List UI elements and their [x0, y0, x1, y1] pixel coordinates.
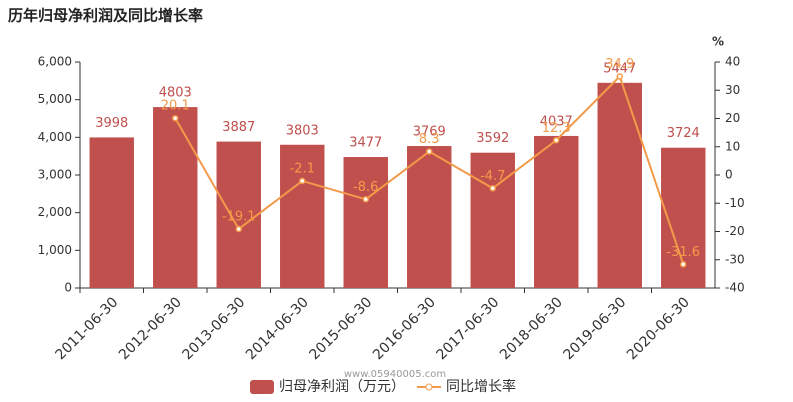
bar — [280, 144, 325, 288]
line-value-label: -19.1 — [222, 209, 256, 224]
y2-tick-label: 0 — [725, 168, 733, 182]
line-value-label: 8.3 — [419, 132, 440, 147]
y2-tick-label: 30 — [725, 83, 740, 97]
line-value-label: 34.9 — [605, 57, 634, 72]
legend-label: 归母净利润（万元） — [279, 378, 405, 395]
bar-value-label: 3724 — [667, 126, 700, 141]
y-tick-label: 0 — [64, 281, 72, 295]
y-tick-label: 3,000 — [38, 168, 72, 182]
line-point — [426, 148, 433, 155]
y2-tick-label: -10 — [725, 196, 745, 210]
y-tick-label: 6,000 — [38, 55, 72, 69]
y-tick-label: 1,000 — [38, 243, 72, 257]
bar — [216, 141, 261, 288]
y2-tick-label: 20 — [725, 111, 740, 125]
bar — [597, 82, 642, 288]
bar-value-label: 4037 — [540, 114, 573, 129]
bar-value-label: 3477 — [349, 136, 382, 151]
y2-tick-label: -30 — [725, 252, 745, 266]
bar-value-label: 3803 — [286, 123, 319, 138]
line-value-label: -8.6 — [353, 180, 378, 195]
y2-tick-label: 10 — [725, 139, 740, 153]
line-point — [172, 114, 179, 122]
y2-unit: % — [712, 35, 724, 49]
line-point — [489, 185, 496, 192]
bar — [534, 135, 579, 288]
y-tick-label: 2,000 — [38, 205, 72, 219]
bar-value-label: 3998 — [95, 116, 128, 131]
bar-value-label: 5447 — [603, 61, 636, 76]
line-value-label: 20.1 — [161, 99, 190, 114]
bar — [153, 107, 198, 288]
y-tick-label: 4,000 — [38, 130, 72, 144]
line-point — [553, 137, 560, 144]
line-point — [362, 196, 369, 203]
line-point — [616, 73, 623, 80]
bar — [470, 152, 515, 288]
chart-title: 历年归母净利润及同比增长率 — [8, 7, 203, 25]
legend-label: 同比增长率 — [446, 378, 516, 395]
watermark: www.05940005.com — [344, 369, 446, 380]
legend-swatch — [250, 380, 274, 394]
line-point — [680, 261, 687, 268]
line-value-label: -4.7 — [480, 169, 505, 184]
bar-value-label: 3769 — [413, 125, 446, 140]
bar-value-label: 3592 — [476, 131, 509, 146]
y2-tick-label: 40 — [725, 55, 740, 69]
bar — [407, 146, 452, 288]
y2-tick-label: -20 — [725, 224, 745, 238]
bar — [343, 157, 388, 288]
legend-swatch-point — [425, 383, 433, 391]
line-value-label: -31.6 — [666, 245, 700, 260]
y-tick-label: 5,000 — [38, 92, 72, 106]
bar — [89, 137, 134, 288]
y2-tick-label: -40 — [725, 281, 745, 295]
bar-value-label: 3887 — [222, 120, 255, 135]
line-value-label: 12.3 — [542, 121, 571, 136]
bar-value-label: 4803 — [159, 86, 192, 101]
line-value-label: -2.1 — [290, 161, 315, 176]
line-point — [235, 225, 242, 233]
line-point — [299, 177, 306, 185]
